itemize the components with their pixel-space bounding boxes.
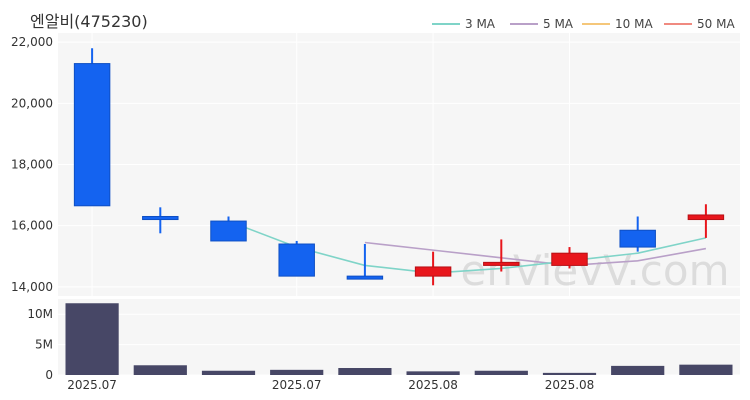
candlesticks: [73, 48, 725, 286]
candle: [346, 244, 384, 280]
candle-body: [551, 252, 588, 266]
volume-bar: [542, 372, 597, 375]
volume-tick-label: 5M: [35, 338, 53, 352]
volume-bar: [201, 370, 256, 375]
candle-body: [687, 214, 725, 221]
price-tick-label: 22,000: [11, 35, 53, 49]
price-tick-label: 16,000: [11, 219, 53, 233]
x-axis-ticks: 2025.07 2025.07 2025.08 2025.08: [67, 378, 594, 392]
candle: [551, 247, 588, 269]
candle-body: [414, 266, 452, 277]
price-tick-label: 18,000: [11, 158, 53, 172]
candle-body: [142, 215, 179, 221]
candle-body: [73, 63, 111, 207]
candle: [278, 240, 315, 277]
volume-bar: [338, 368, 392, 375]
volume-bar: [65, 303, 119, 375]
candle: [210, 216, 247, 242]
x-tick-label: 2025.08: [408, 378, 458, 392]
volume-bar: [270, 369, 324, 375]
price-axis-ticks: 14,000 16,000 18,000 20,000 22,000: [11, 35, 53, 294]
volume-tick-label: 0: [45, 368, 53, 382]
chart-title: 엔알비(475230): [30, 12, 148, 31]
x-tick-label: 2025.07: [272, 378, 322, 392]
volume-axis-ticks: 0 5M 10M: [27, 307, 53, 382]
legend-item: 10 MA: [582, 17, 653, 31]
candle: [142, 207, 179, 234]
candle: [414, 251, 452, 286]
legend: 3 MA 5 MA 10 MA 50 MA: [432, 17, 735, 31]
legend-item: 5 MA: [510, 17, 574, 31]
candle: [483, 239, 520, 272]
volume-tick-label: 10M: [27, 307, 53, 321]
candle-body: [619, 229, 656, 248]
legend-label: 3 MA: [465, 17, 496, 31]
legend-item: 3 MA: [432, 17, 496, 31]
x-tick-label: 2025.07: [67, 378, 117, 392]
volume-bar: [474, 370, 528, 375]
candle-body: [278, 243, 315, 277]
volume-bar: [679, 364, 733, 375]
candle-body: [483, 261, 520, 266]
candle-body: [210, 220, 247, 242]
price-tick-label: 20,000: [11, 96, 53, 110]
legend-item: 50 MA: [664, 17, 735, 31]
price-tick-label: 14,000: [11, 280, 53, 294]
volume-bar: [611, 365, 665, 375]
candle-body: [346, 275, 384, 280]
legend-label: 10 MA: [615, 17, 653, 31]
volume-plot-area: [58, 299, 740, 375]
legend-label: 5 MA: [543, 17, 574, 31]
volume-bar: [133, 365, 187, 375]
watermark: enVievV.com: [460, 246, 729, 295]
legend-label: 50 MA: [697, 17, 735, 31]
candle: [619, 216, 656, 252]
ma5-line: [364, 241, 707, 267]
volume-bars: [65, 303, 733, 375]
candle: [73, 48, 111, 207]
volume-bar: [406, 371, 460, 375]
x-tick-label: 2025.08: [545, 378, 595, 392]
candle: [687, 204, 725, 238]
